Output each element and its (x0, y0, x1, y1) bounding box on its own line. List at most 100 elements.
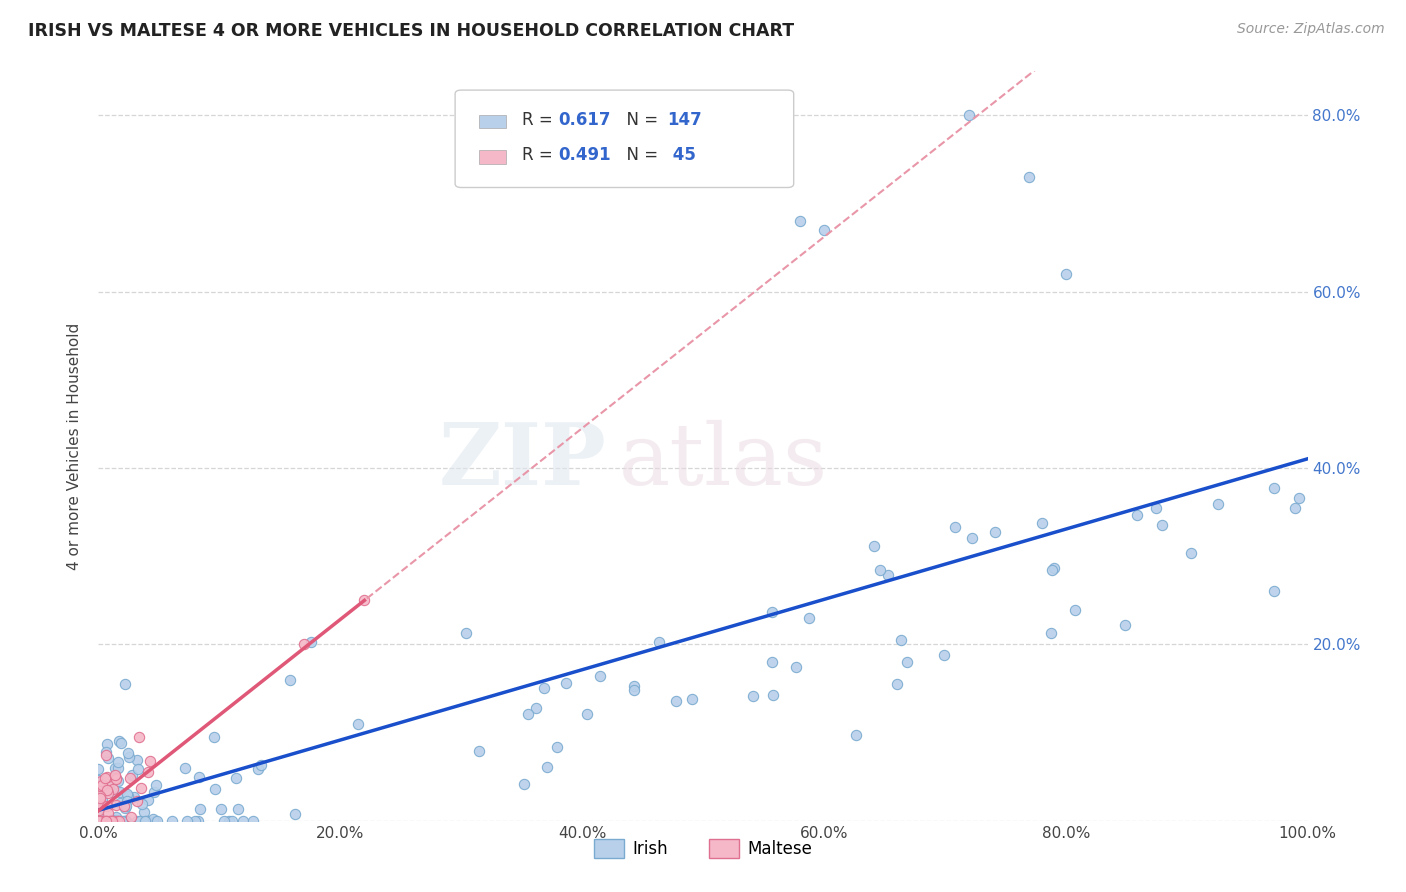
Point (117, 746, 139, 760)
Point (863, 539, 886, 553)
Point (943, 520, 966, 534)
Point (242, 814, 264, 828)
Point (105, 814, 128, 828)
Point (648, 634, 671, 648)
Point (111, 814, 134, 828)
Point (284, 806, 307, 821)
Point (117, 789, 139, 804)
Point (101, 814, 124, 828)
FancyBboxPatch shape (456, 90, 793, 187)
Point (250, 757, 273, 772)
Point (131, 797, 153, 812)
Point (115, 798, 138, 813)
Point (1150, 517, 1173, 532)
Point (97, 814, 120, 828)
Point (665, 694, 688, 708)
Point (115, 794, 138, 808)
Point (89, 774, 111, 789)
Y-axis label: 4 or more Vehicles in Household: 4 or more Vehicles in Household (67, 322, 83, 570)
Point (1263, 584, 1285, 599)
Point (87, 814, 110, 828)
Point (789, 214, 811, 228)
Point (202, 730, 225, 744)
Point (105, 814, 128, 828)
Point (101, 814, 124, 828)
Point (108, 814, 131, 828)
Point (96, 747, 118, 762)
Point (218, 814, 240, 828)
Point (120, 772, 142, 786)
Legend: Irish, Maltese: Irish, Maltese (586, 832, 820, 864)
Point (107, 774, 129, 789)
Point (97, 814, 120, 828)
Point (104, 772, 127, 786)
Point (247, 762, 270, 776)
Point (94, 814, 117, 828)
Point (187, 814, 209, 828)
Point (97, 814, 120, 828)
Point (114, 801, 136, 815)
Point (1288, 491, 1310, 505)
Point (142, 812, 165, 826)
Point (105, 771, 128, 785)
Text: 147: 147 (666, 112, 702, 129)
Point (762, 688, 785, 702)
Point (96, 772, 118, 786)
Point (886, 677, 908, 691)
Point (101, 785, 124, 799)
Point (97, 779, 120, 793)
Point (132, 805, 155, 820)
Point (90, 775, 112, 789)
Point (533, 681, 555, 695)
Point (983, 524, 1005, 539)
Point (136, 814, 159, 828)
Point (104, 768, 127, 782)
Point (87, 814, 110, 828)
Point (107, 814, 129, 828)
Text: ZIP: ZIP (439, 419, 606, 503)
Point (136, 765, 159, 780)
Point (184, 814, 207, 828)
Point (1042, 563, 1064, 577)
Point (1031, 516, 1053, 531)
Point (1144, 500, 1167, 515)
Point (623, 679, 645, 693)
Point (108, 797, 131, 811)
Point (1284, 501, 1306, 516)
Point (112, 814, 135, 828)
Point (96, 799, 118, 814)
Point (96, 770, 118, 784)
Point (513, 777, 536, 791)
Point (122, 790, 145, 805)
Point (97, 814, 120, 828)
Point (1018, 170, 1040, 185)
Point (225, 771, 247, 785)
Point (97, 751, 120, 765)
Point (877, 568, 900, 582)
Point (204, 781, 226, 796)
Point (135, 814, 157, 828)
Point (93, 814, 115, 828)
Point (97, 805, 120, 820)
Point (347, 717, 370, 731)
Point (97, 786, 120, 800)
Point (107, 761, 129, 775)
Text: 0.617: 0.617 (558, 112, 610, 129)
Point (104, 797, 127, 812)
Point (1043, 561, 1066, 575)
Point (278, 673, 301, 687)
Point (125, 814, 148, 828)
Point (209, 802, 232, 816)
Point (98, 814, 121, 828)
Point (118, 750, 141, 764)
Point (89, 791, 111, 805)
Point (869, 563, 891, 577)
Text: atlas: atlas (619, 419, 828, 502)
Point (91, 814, 114, 828)
Point (110, 785, 132, 799)
Point (114, 677, 136, 691)
Point (1054, 267, 1077, 281)
Point (1064, 602, 1087, 616)
Point (139, 754, 162, 768)
Point (226, 802, 249, 816)
